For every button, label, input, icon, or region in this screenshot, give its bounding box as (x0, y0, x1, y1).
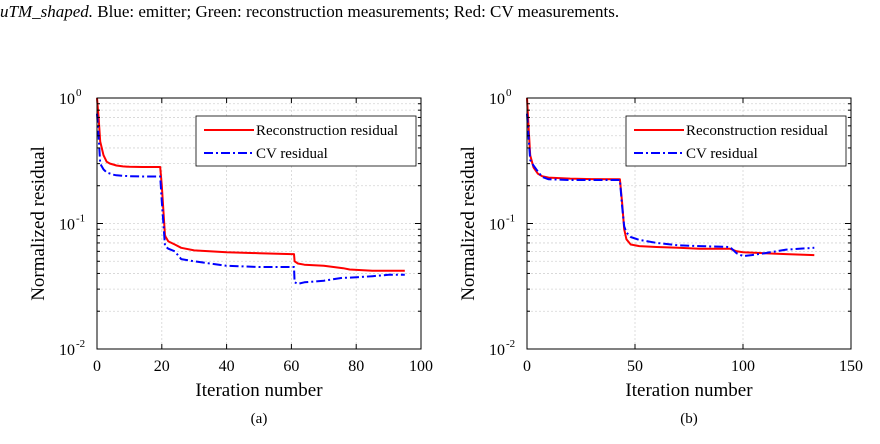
x-tick-label: 100 (731, 358, 755, 375)
y-tick-label: 10 (489, 217, 505, 234)
subplot-label: (b) (680, 411, 698, 427)
y-tick-exponent: 0 (76, 87, 82, 99)
legend-label-cv: CV residual (686, 146, 758, 162)
y-tick-label: 10 (489, 91, 505, 108)
y-axis-label: Normalized residual (458, 146, 479, 301)
x-tick-label: 60 (283, 358, 299, 375)
x-axis-label: Iteration number (195, 380, 323, 401)
x-tick-label: 100 (409, 358, 433, 375)
x-tick-label: 150 (839, 358, 863, 375)
legend: Reconstruction residual CV residual (625, 115, 847, 167)
series-line-reconstruction (96, 97, 405, 272)
y-tick-exponent: -1 (76, 213, 85, 225)
y-tick-exponent: -2 (506, 338, 515, 350)
y-axis-label: Normalized residual (28, 146, 49, 301)
y-tick-label: 10 (59, 217, 75, 234)
x-tick-label: 0 (93, 358, 101, 375)
x-tick-label: 80 (348, 358, 364, 375)
y-tick-exponent: -2 (76, 338, 85, 350)
caption-text: Blue: emitter; Green: reconstruction mea… (93, 2, 620, 21)
legend-box (625, 115, 847, 167)
legend-label-reconstruction: Reconstruction residual (256, 123, 398, 139)
y-tick-exponent: 0 (506, 87, 512, 99)
caption-italic: uTM_shaped. (0, 2, 94, 21)
legend-box (195, 115, 417, 167)
x-axis-label: Iteration number (625, 380, 753, 401)
y-tick-label: 10 (59, 342, 75, 359)
figure-caption: uTM_shaped. Blue: emitter; Green: recons… (0, 0, 880, 24)
x-tick-label: 20 (154, 358, 170, 375)
y-tick-label: 10 (59, 91, 75, 108)
subplot-label: (a) (251, 411, 268, 427)
x-tick-label: 40 (219, 358, 235, 375)
legend: Reconstruction residual CV residual (195, 115, 417, 167)
series-line-reconstruction (526, 97, 815, 257)
y-tick-exponent: -1 (506, 213, 515, 225)
x-tick-label: 0 (523, 358, 531, 375)
y-tick-label: 10 (489, 342, 505, 359)
legend-label-cv: CV residual (256, 146, 328, 162)
series-line-cv (96, 113, 405, 285)
legend-label-reconstruction: Reconstruction residual (686, 123, 828, 139)
x-tick-label: 50 (627, 358, 643, 375)
